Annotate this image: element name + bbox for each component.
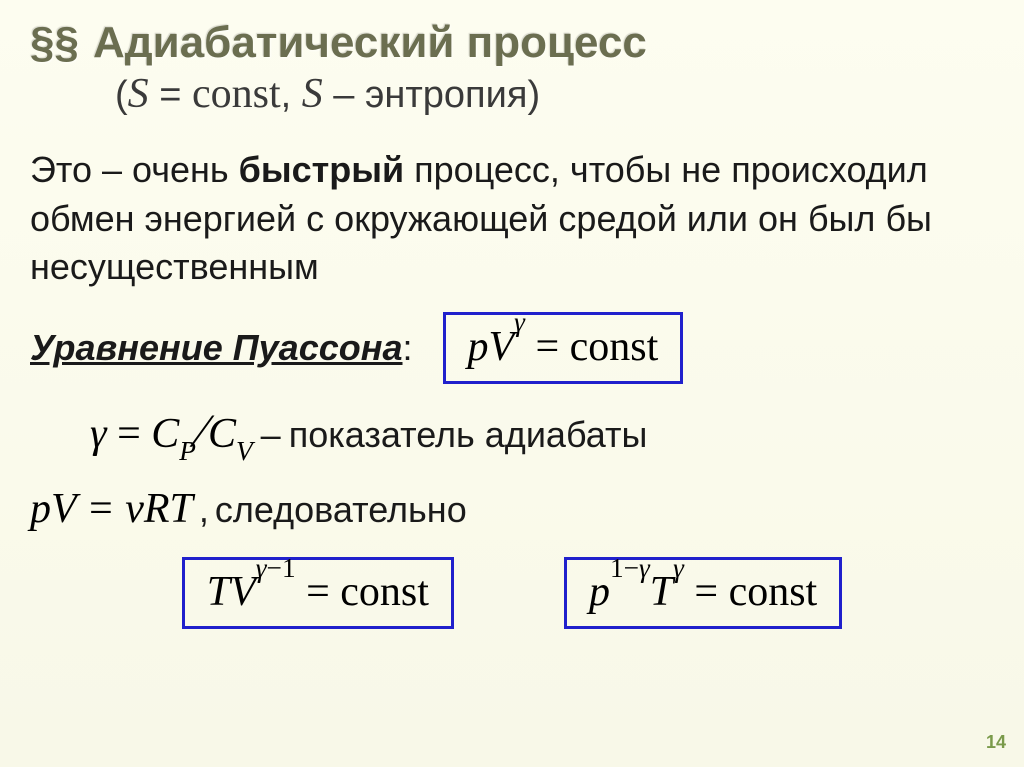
entropy-word: энтропия	[365, 74, 527, 116]
exp-minus1: −1	[267, 553, 296, 583]
eq-sign: =	[525, 324, 570, 370]
poisson-label: Уравнение Пуассона	[30, 327, 403, 368]
paren-open: (	[115, 74, 128, 116]
para-bold: быстрый	[239, 149, 405, 190]
pt-equation-box: p1−γTγ = const	[564, 557, 842, 629]
const: const	[729, 569, 818, 615]
var-T: T	[650, 569, 673, 615]
const: const	[340, 569, 429, 615]
Cv-sub: V	[236, 436, 253, 466]
var-p: p	[589, 569, 610, 615]
ideal-gas-row: pV = νRT, следовательно	[30, 485, 994, 533]
Cp-sub: P	[179, 436, 196, 466]
exp-gamma: γ	[256, 553, 267, 583]
gamma-equation: γ = CP⁄CV	[90, 404, 253, 463]
separator: ,	[281, 74, 302, 116]
var-V: V	[489, 324, 515, 370]
entropy-symbol-1: S	[128, 71, 149, 117]
para-part1: Это – очень	[30, 149, 239, 190]
gamma-dash: –	[261, 414, 281, 456]
exp-gamma: γ	[514, 307, 525, 337]
title-row: §§ Адиабатический процесс	[30, 18, 994, 68]
exp-gamma2: γ	[673, 553, 684, 583]
eq-sign: =	[296, 569, 341, 615]
tv-equation: TVγ−1 = const	[207, 569, 429, 615]
tv-equation-box: TVγ−1 = const	[182, 557, 454, 629]
exp-gamma: γ	[639, 553, 650, 583]
section-mark: §§	[30, 18, 79, 68]
slash: ⁄	[196, 405, 208, 458]
entropy-symbol-2: S	[302, 71, 323, 117]
comma: ,	[199, 489, 209, 531]
description-paragraph: Это – очень быстрый процесс, чтобы не пр…	[30, 146, 994, 292]
gamma-definition-row: γ = CP⁄CV – показатель адиабаты	[90, 404, 994, 463]
var-V: V	[230, 569, 256, 615]
var-T: T	[207, 569, 230, 615]
poisson-equation-box: pVγ = const	[443, 312, 684, 384]
Cv: C	[208, 411, 236, 457]
const: const	[570, 324, 659, 370]
dash: –	[323, 74, 365, 116]
therefore: следовательно	[215, 489, 467, 531]
poisson-row: Уравнение Пуассона: pVγ = const	[30, 312, 994, 384]
page-number: 14	[986, 732, 1006, 753]
eq-sign: =	[684, 569, 729, 615]
const-text: const	[192, 71, 281, 117]
paren-close: )	[527, 74, 540, 116]
equals: =	[149, 74, 192, 116]
subtitle: (S = const, S – энтропия)	[115, 70, 994, 118]
eq-sign: =	[107, 411, 152, 457]
exp-1minus: 1−	[610, 553, 639, 583]
gamma-symbol: γ	[90, 411, 107, 457]
pt-equation: p1−γTγ = const	[589, 569, 817, 615]
page-title: Адиабатический процесс	[93, 18, 647, 68]
poisson-equation: pVγ = const	[468, 324, 659, 370]
gamma-desc: показатель адиабаты	[289, 414, 648, 456]
var-p: p	[468, 324, 489, 370]
bottom-equations-row: TVγ−1 = const p1−γTγ = const	[30, 557, 994, 629]
Cp: C	[151, 411, 179, 457]
colon: :	[403, 327, 413, 368]
ideal-gas-equation: pV = νRT	[30, 485, 193, 533]
